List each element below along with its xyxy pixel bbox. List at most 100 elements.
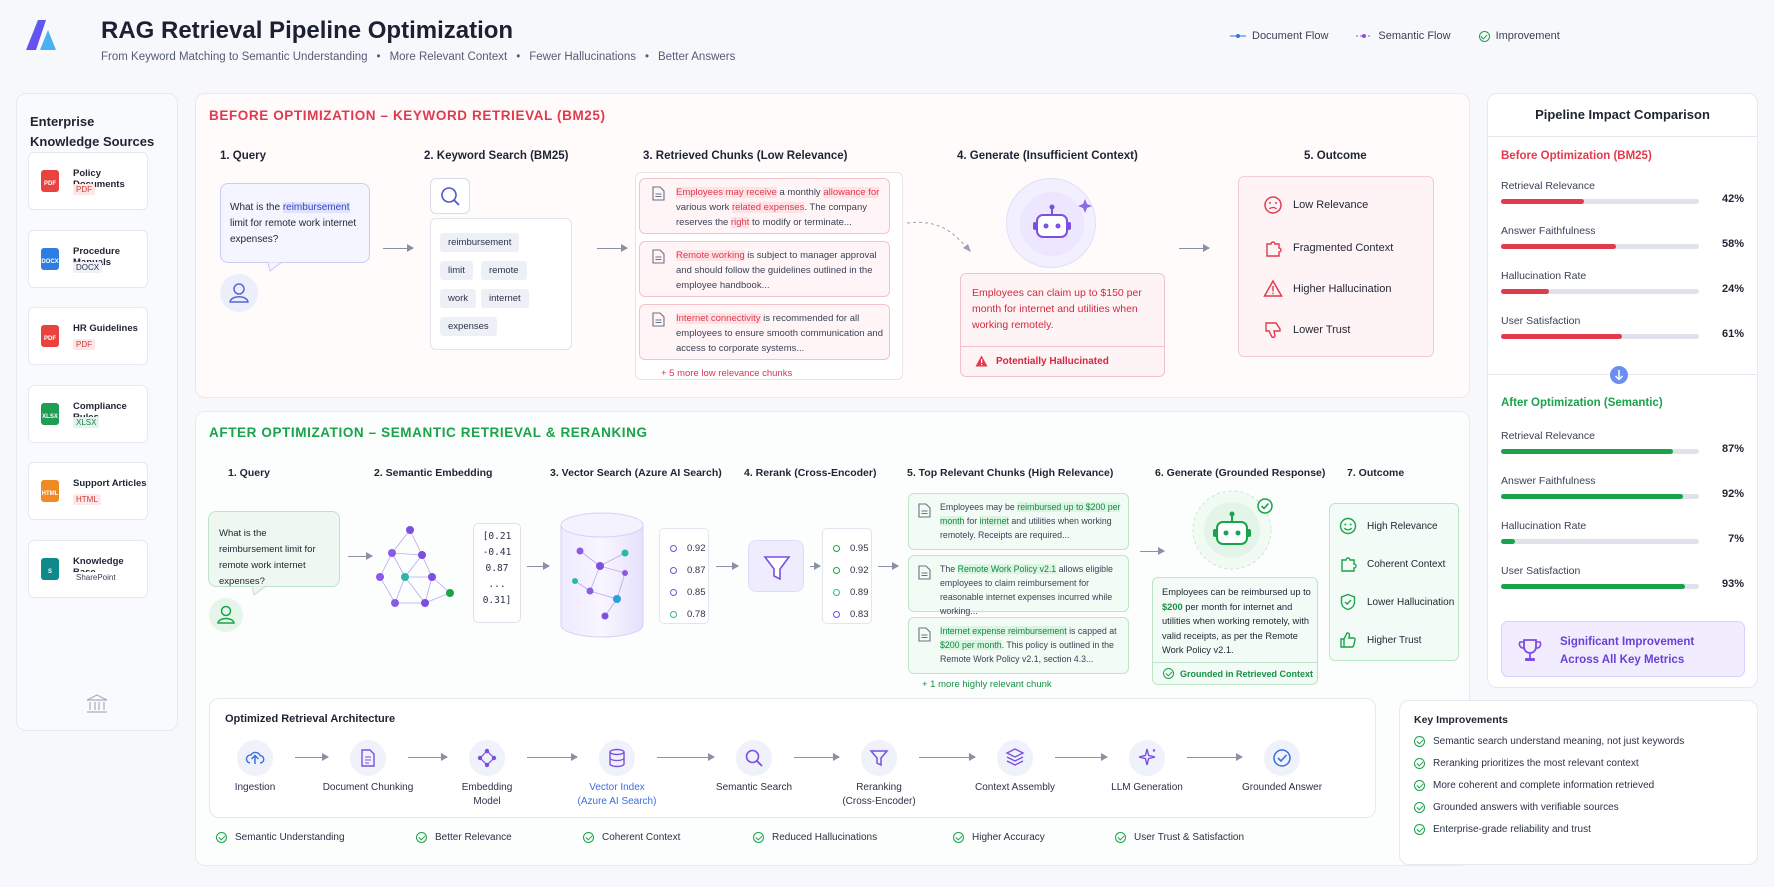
architecture-step-icon [1129, 740, 1165, 776]
source-card[interactable]: HTML Support Articles HTML [28, 462, 148, 520]
outcome-label: Lower Trust [1293, 324, 1351, 336]
score-value: 0.87 [687, 564, 706, 576]
search-score: 0.85 [670, 581, 708, 603]
metric-bar [1501, 289, 1699, 294]
check-icon [1414, 758, 1425, 769]
metric-label: Answer Faithfulness [1501, 475, 1596, 487]
legend-document-flow: Document Flow [1230, 30, 1328, 42]
subtitle-bullet: • [376, 51, 381, 63]
metric-label: Hallucination Rate [1501, 520, 1587, 532]
check-icon [1414, 802, 1425, 813]
architecture-arrow [919, 753, 976, 761]
score-value: 0.78 [687, 608, 706, 620]
semantic-flow-icon [1356, 34, 1373, 38]
vector-database-icon [560, 512, 644, 638]
outcome-trust: Lower Trust [1263, 320, 1350, 340]
flow-arrow [348, 552, 373, 560]
metric-bar-fill [1501, 449, 1674, 454]
source-card[interactable]: PDF HR Guidelines PDF [28, 307, 148, 365]
outcome-coherent: Coherent Context [1339, 555, 1445, 573]
funnel-icon [763, 556, 791, 581]
after-step: 2. Semantic Embedding [374, 467, 493, 479]
check-icon [583, 832, 594, 843]
architecture-panel [209, 698, 1376, 818]
rerank-score: 0.89 [833, 581, 871, 603]
chunk-highlight: Employees may receive [676, 187, 777, 198]
after-step: 5. Top Relevant Chunks (High Relevance) [907, 467, 1114, 479]
metric-value: 92% [1721, 488, 1744, 500]
file-type-icon: S [41, 558, 59, 580]
before-step-generate: 4. Generate (Insufficient Context) [957, 150, 1138, 162]
key-improvement-text: Semantic search understand meaning, not … [1433, 736, 1685, 747]
after-step: 7. Outcome [1347, 467, 1405, 479]
architecture-step-label: Grounded Answer [1222, 781, 1342, 795]
after-answer-box [1152, 577, 1318, 685]
more-chunks: + 1 more highly relevant chunk [922, 679, 1052, 690]
step-line: Vector Index [589, 782, 645, 793]
source-card[interactable]: PDF Policy Documents PDF [28, 152, 148, 210]
query-text: limit for remote work internet expenses? [230, 218, 357, 245]
key-improvement-text: Grounded answers with verifiable sources [1433, 802, 1619, 813]
subtitle-part: Better Answers [658, 51, 736, 63]
metric-value: 24% [1721, 283, 1744, 295]
flow-arrow [716, 562, 739, 570]
chunk-text: The Remote Work Policy v2.1 allows eligi… [940, 562, 1125, 618]
benefit-item: Coherent Context [583, 832, 680, 843]
outcome-label: Higher Hallucination [1293, 283, 1392, 295]
file-type-icon: XLSX [41, 403, 59, 425]
legend-label: Improvement [1495, 30, 1560, 42]
architecture-arrow [408, 753, 448, 761]
keyword-tag: expenses [440, 317, 497, 336]
metric-bar [1501, 539, 1699, 544]
architecture-arrow [527, 753, 578, 761]
metric-bar [1501, 584, 1699, 589]
step-line: Ingestion [234, 782, 276, 793]
architecture-step-label: Semantic Search [694, 781, 814, 795]
funnel-icon-box [748, 540, 804, 592]
after-answer: Employees can be reimbursed up to $200 p… [1162, 585, 1312, 658]
key-improvement-item: Semantic search understand meaning, not … [1414, 736, 1684, 747]
after-step: 3. Vector Search (Azure AI Search) [550, 467, 722, 479]
architecture-step-icon [1264, 740, 1300, 776]
bank-icon [86, 694, 108, 719]
page-title: RAG Retrieval Pipeline Optimization [101, 17, 514, 44]
metric-label: Answer Faithfulness [1501, 225, 1596, 237]
source-type-badge: DOCX [73, 262, 103, 273]
vector-value: -0.41 [482, 547, 512, 558]
improvement-check-icon [1478, 30, 1490, 42]
after-step: 4. Rerank (Cross-Encoder) [744, 467, 877, 479]
chunk-plain: is recommended for all employees to ensu… [676, 313, 884, 354]
metric-bar-fill [1501, 494, 1684, 499]
architecture-step-label: LLM Generation [1087, 781, 1207, 795]
architecture-title: Optimized Retrieval Architecture [225, 713, 396, 725]
vector-value: 0.87 [485, 563, 509, 574]
document-icon [652, 249, 665, 264]
key-improvements-title: Key Improvements [1414, 714, 1508, 726]
sources-title: Enterprise Knowledge Sources [30, 112, 154, 152]
trophy-icon [1518, 639, 1542, 661]
answer-text: Employees can be reimbursed up to [1162, 587, 1311, 597]
metric-label: Retrieval Relevance [1501, 430, 1595, 442]
source-name: Policy Documents [73, 168, 125, 190]
metric-bar-fill [1501, 584, 1686, 589]
outcome-label: Coherent Context [1367, 558, 1446, 570]
app-logo [22, 18, 58, 52]
check-icon [953, 832, 964, 843]
score-value: 0.89 [850, 586, 869, 598]
after-step: 6. Generate (Grounded Response) [1155, 467, 1326, 479]
rerank-score: 0.83 [833, 603, 871, 625]
architecture-step-icon [599, 740, 635, 776]
chunk-text: Remote working is subject to manager app… [676, 248, 886, 293]
grounded-check-icon [1163, 668, 1174, 679]
keyword-tag: reimbursement [440, 233, 520, 252]
robot-after-icon [1191, 489, 1273, 571]
score-value: 0.92 [687, 542, 706, 554]
down-arrow-icon [1610, 366, 1628, 384]
before-step-query: 1. Query [220, 150, 267, 162]
subtitle-part: More Relevant Context [389, 51, 508, 63]
chunk-highlight: right [730, 217, 750, 228]
document-icon [918, 503, 931, 518]
